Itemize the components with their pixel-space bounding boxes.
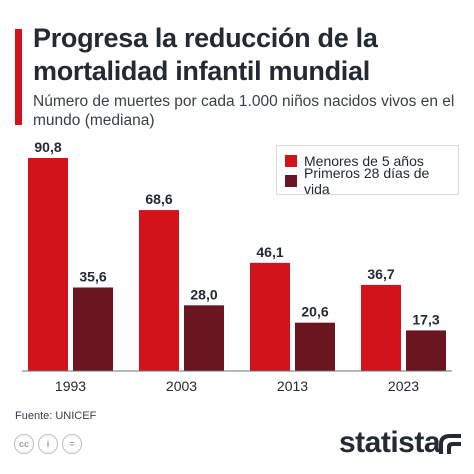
bar-2023-series-1 xyxy=(361,284,401,371)
legend-swatch-first-28-days xyxy=(285,175,297,187)
bar-2003-series-2 xyxy=(184,305,224,371)
title-accent-bar xyxy=(15,29,22,125)
x-tick-label-2013: 2013 xyxy=(277,378,308,394)
data-label-1993-series-1: 90,8 xyxy=(34,139,61,155)
data-label-2013-series-2: 20,6 xyxy=(301,304,328,320)
bar-2013-series-1 xyxy=(250,262,290,371)
by-icon[interactable]: i xyxy=(38,434,58,454)
x-tick-label-2023: 2023 xyxy=(388,378,419,394)
page-subtitle: Número de muertes por cada 1.000 niños n… xyxy=(33,93,455,129)
data-label-2023-series-1: 36,7 xyxy=(367,266,394,282)
nd-icon[interactable]: = xyxy=(62,434,82,454)
x-tick-label-1993: 1993 xyxy=(55,378,86,394)
legend-item-under-5: Menores de 5 años xyxy=(285,151,450,171)
page-title: Progresa la reducción de la mortalidad i… xyxy=(33,23,378,86)
chart-legend: Menores de 5 años Primeros 28 días de vi… xyxy=(276,145,459,197)
x-tick-label-2003: 2003 xyxy=(166,378,197,394)
bar-1993-series-1 xyxy=(28,158,68,371)
cc-icon[interactable]: cc xyxy=(14,434,34,454)
data-label-2013-series-1: 46,1 xyxy=(256,244,283,260)
bar-2013-series-2 xyxy=(295,322,335,371)
bar-2003-series-1 xyxy=(139,210,179,371)
statista-logo[interactable]: statista xyxy=(339,426,441,459)
legend-label-first-28-days: Primeros 28 días de vida xyxy=(304,165,430,197)
legend-item-first-28-days: Primeros 28 días de vida xyxy=(285,165,450,197)
bar-1993-series-2 xyxy=(73,287,113,371)
legend-swatch-under-5 xyxy=(285,155,297,167)
license-icons: cc i = xyxy=(14,434,82,454)
data-label-2003-series-1: 68,6 xyxy=(145,191,172,207)
data-label-2003-series-2: 28,0 xyxy=(190,286,217,302)
source-note: Fuente: UNICEF xyxy=(15,410,97,422)
statista-logo-icon xyxy=(439,434,461,454)
data-label-2023-series-2: 17,3 xyxy=(412,311,439,327)
bar-2023-series-2 xyxy=(406,330,446,371)
legend-label-under-5: Menores de 5 años xyxy=(304,153,424,169)
data-label-1993-series-2: 35,6 xyxy=(79,268,106,284)
